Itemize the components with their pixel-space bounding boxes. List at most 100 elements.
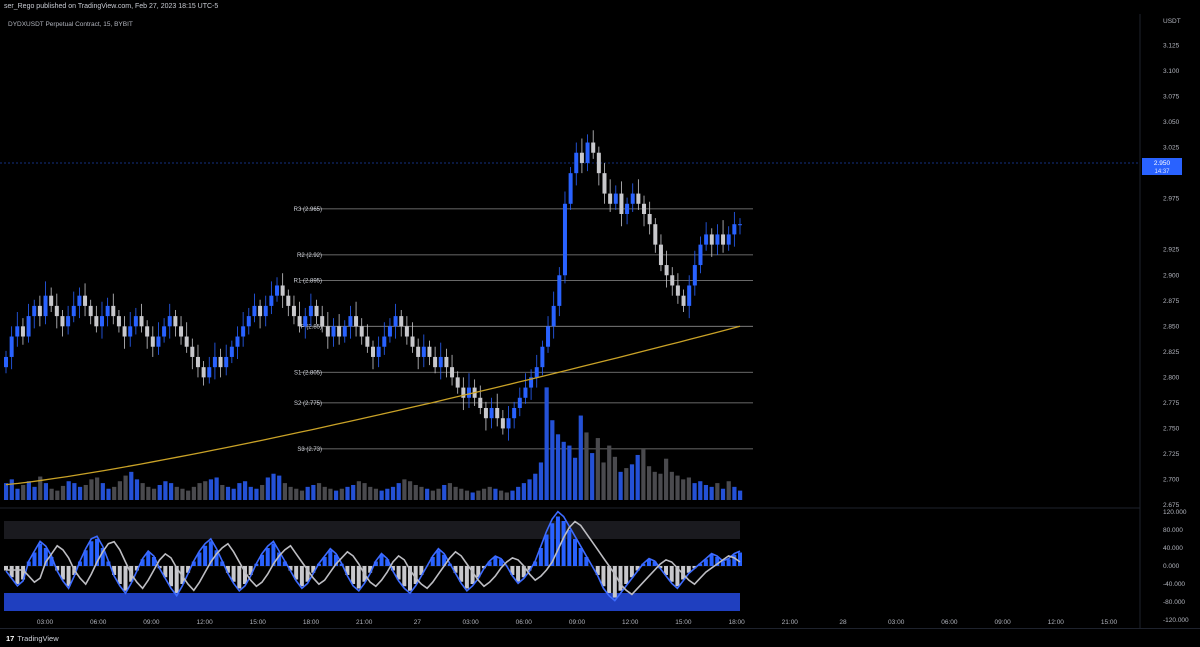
osc-bar [305, 566, 310, 582]
price-axis[interactable]: 3.1253.1003.0753.0503.0253.0002.9752.925… [1163, 43, 1180, 509]
volume-bar [254, 488, 259, 500]
volume-bar [390, 486, 396, 500]
candle-body [156, 336, 161, 347]
pivot-label: R3 (2.965) [294, 207, 322, 213]
osc-bar [459, 566, 464, 582]
tradingview-logo[interactable]: 17 TradingView [6, 634, 59, 643]
price-tick: 2.925 [1163, 247, 1180, 254]
candle-body [393, 316, 398, 327]
osc-bar [117, 566, 122, 584]
osc-bar [15, 566, 20, 584]
time-tick: 18:00 [303, 619, 320, 626]
osc-bar [487, 561, 492, 566]
volume-bar [26, 481, 31, 500]
volume-bar [402, 479, 407, 500]
candle-body [721, 234, 726, 245]
osc-bar [664, 566, 669, 575]
time-tick: 09:00 [569, 619, 586, 626]
candle-body [320, 316, 325, 327]
volume-bar [242, 481, 248, 500]
osc-bar [646, 559, 651, 566]
volume-bar [186, 490, 191, 500]
volume-bar [459, 488, 464, 500]
volume-bar [66, 481, 71, 500]
candle-body [286, 295, 291, 306]
candle-body [574, 152, 579, 174]
candle-body [150, 336, 155, 347]
candle-body [613, 193, 618, 204]
candle-body [512, 408, 517, 419]
osc-bar [385, 559, 390, 566]
volume-bar [282, 483, 288, 500]
osc-bar [66, 566, 71, 587]
price-axis-unit: USDT [1163, 18, 1181, 25]
price-tick: 2.975 [1163, 196, 1180, 203]
osc-bar [396, 566, 401, 580]
volume-bar [738, 490, 743, 500]
candle-body [738, 224, 742, 226]
osc-bar [265, 548, 270, 566]
candle-body [291, 305, 296, 317]
volume-bar [157, 484, 162, 500]
volume-bar [83, 484, 88, 500]
price-tick: 2.800 [1163, 374, 1180, 381]
candle-body [551, 305, 556, 327]
volume-bar [322, 486, 327, 500]
volume-bar [95, 477, 100, 500]
pivot-label: S1 (2.805) [294, 370, 322, 376]
price-tick: 3.050 [1163, 119, 1180, 126]
candle-body [88, 305, 93, 317]
time-axis[interactable]: 03:00 06:00 09:00 12:00 15:00 18:00 21:00 27 03:… [37, 619, 1118, 626]
volume-bar [504, 492, 509, 500]
osc-bar [499, 559, 504, 566]
volume-bar [72, 483, 77, 500]
candle-body [184, 336, 189, 347]
oversold-band [4, 593, 740, 611]
time-tick: 09:00 [143, 619, 160, 626]
volume-bar [208, 479, 214, 500]
volume-bar [117, 481, 122, 500]
candle-body [376, 346, 381, 357]
osc-bar [77, 561, 82, 566]
candle-body [122, 326, 127, 337]
volume-bar [112, 486, 117, 500]
osc-bar [715, 557, 720, 566]
volume-bar [584, 432, 589, 500]
price-tick: 2.750 [1163, 425, 1180, 432]
symbol-title[interactable]: DYDXUSDT Perpetual Contract, 15, BYBIT [8, 21, 133, 28]
osc-bar [550, 523, 555, 566]
candle-body [455, 377, 460, 388]
osc-bar [413, 566, 418, 584]
candle-body [32, 305, 37, 317]
candle-body [692, 265, 697, 286]
volume-bar [123, 475, 128, 500]
osc-bar [493, 557, 498, 566]
candle-body [653, 224, 658, 245]
volume-bar [146, 486, 151, 500]
volume-bar [38, 476, 43, 500]
osc-bar [294, 566, 299, 580]
candle-body [179, 326, 184, 337]
candle-body [704, 234, 709, 245]
osc-bar [544, 534, 549, 566]
candle-body [399, 316, 404, 327]
osc-bar [516, 566, 521, 582]
osc-bar [123, 566, 128, 591]
price-tick: 3.025 [1163, 145, 1180, 152]
volume-bar [129, 471, 134, 500]
oscillator-axis[interactable]: 120.000 80.000 40.000 0.000 -40.000 -80.000 -1… [1163, 509, 1189, 624]
candle-body [297, 316, 302, 327]
volume-bar [214, 477, 219, 500]
publisher-info: ser_Rego published on TradingView.com, F… [4, 3, 219, 10]
candle-body [382, 336, 387, 347]
osc-bar [732, 554, 737, 566]
volume-bar [106, 488, 111, 500]
volume-bar [351, 484, 356, 500]
osc-fast-line [5, 510, 741, 602]
volume-bar [652, 471, 657, 500]
candle-body [105, 305, 110, 317]
time-tick: 15:00 [250, 619, 267, 626]
volume-bar [174, 486, 179, 500]
volume-bar [305, 486, 310, 500]
